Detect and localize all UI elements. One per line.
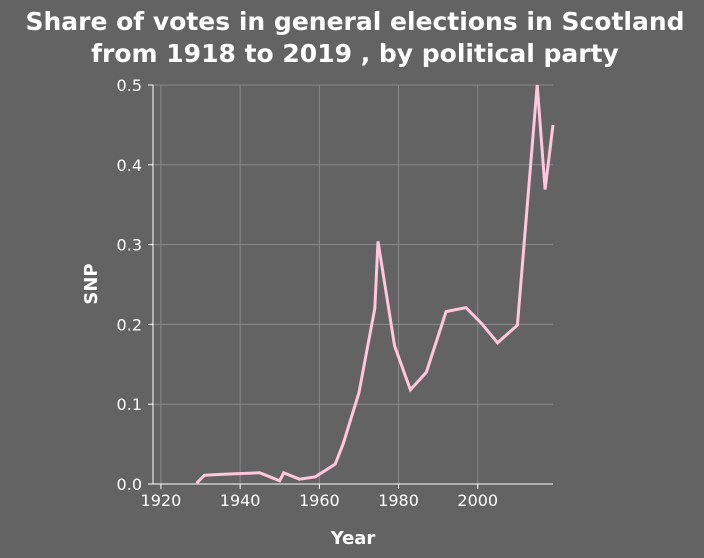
grid [153,84,553,485]
chart-title-line-1: Share of votes in general elections in S… [25,7,684,36]
y-tick-label: 0.4 [117,156,142,175]
y-tick-label: 0.3 [117,236,142,255]
x-tick-label: 2000 [457,491,498,510]
x-tick-label: 1920 [141,491,182,510]
y-tick-label: 0.5 [117,76,142,95]
x-tick-label: 1940 [220,491,261,510]
y-axis-label: SNP [81,263,102,304]
y-tick-label: 0.2 [117,315,142,334]
series-line-snp [195,84,555,485]
x-tick-label: 1980 [378,491,419,510]
series [195,84,555,485]
y-tick-label: 0.1 [117,395,142,414]
chart-title-line-2: from 1918 to 2019 , by political party [91,39,619,68]
x-axis-label: Year [330,528,376,549]
x-tick-label: 1960 [299,491,340,510]
y-tick-label: 0.0 [117,475,142,494]
ticks: 1920 1940 1960 1980 2000 0.0 0.1 0.2 0.3 0.4 0.5 [117,76,499,510]
axes [152,85,553,485]
